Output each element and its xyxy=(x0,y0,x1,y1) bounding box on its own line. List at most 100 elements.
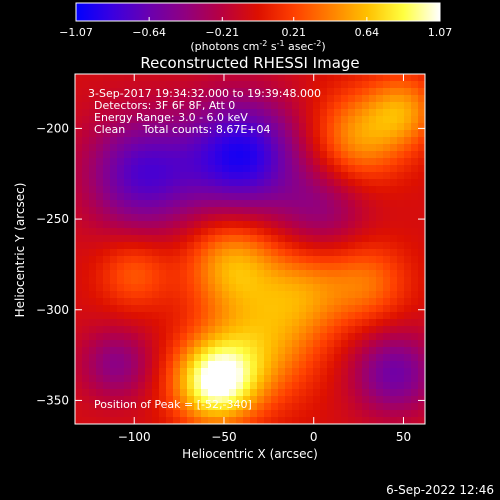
heatmap-cell xyxy=(327,298,335,306)
colorbar-gradient xyxy=(76,3,440,21)
heatmap-cell xyxy=(243,319,251,327)
heatmap-cell xyxy=(180,382,188,390)
heatmap-cell xyxy=(327,228,335,236)
heatmap-cell xyxy=(348,277,356,285)
heatmap-cell xyxy=(243,130,251,138)
heatmap-cell xyxy=(250,277,258,285)
heatmap-cell xyxy=(278,137,286,145)
heatmap-cell xyxy=(299,403,307,411)
heatmap-cell xyxy=(243,305,251,313)
heatmap-cell xyxy=(327,347,335,355)
heatmap-cell xyxy=(194,123,202,131)
heatmap-cell xyxy=(250,102,258,110)
heatmap-cell xyxy=(362,354,370,362)
heatmap-cell xyxy=(215,291,223,299)
heatmap-cell xyxy=(145,291,153,299)
heatmap-cell xyxy=(390,228,398,236)
heatmap-cell xyxy=(327,389,335,397)
heatmap-cell xyxy=(376,207,384,215)
heatmap-cell xyxy=(418,186,425,194)
heatmap-cell xyxy=(194,347,202,355)
heatmap-cell xyxy=(348,263,356,271)
heatmap-cell xyxy=(180,347,188,355)
heatmap-cell xyxy=(152,256,160,264)
heatmap-cell xyxy=(383,228,391,236)
heatmap-cell xyxy=(110,319,118,327)
heatmap-cell xyxy=(376,74,384,82)
heatmap-cell xyxy=(397,151,405,159)
heatmap-cell xyxy=(376,123,384,131)
heatmap-cell xyxy=(341,172,349,180)
heatmap-cell xyxy=(264,305,272,313)
heatmap-cell xyxy=(341,186,349,194)
heatmap-cell xyxy=(208,200,216,208)
heatmap-cell xyxy=(166,375,174,383)
heatmap-cell xyxy=(264,95,272,103)
heatmap-cell xyxy=(376,291,384,299)
heatmap-cell xyxy=(229,151,237,159)
heatmap-cell xyxy=(390,123,398,131)
heatmap-cell xyxy=(362,193,370,201)
heatmap-cell xyxy=(180,326,188,334)
heatmap-cell xyxy=(264,88,272,96)
heatmap-cell xyxy=(397,263,405,271)
heatmap-cell xyxy=(285,207,293,215)
heatmap-cell xyxy=(334,417,342,424)
heatmap-cell xyxy=(159,242,167,250)
heatmap-cell xyxy=(285,179,293,187)
heatmap-cell xyxy=(180,74,188,82)
heatmap-cell xyxy=(194,130,202,138)
heatmap-cell xyxy=(397,95,405,103)
heatmap-cell xyxy=(355,214,363,222)
heatmap-cell xyxy=(327,263,335,271)
heatmap-cell xyxy=(173,284,181,292)
heatmap-cell xyxy=(89,396,97,404)
heatmap-cell xyxy=(166,347,174,355)
heatmap-cell xyxy=(124,284,132,292)
heatmap-cell xyxy=(397,158,405,166)
heatmap-cell xyxy=(278,151,286,159)
heatmap-cell xyxy=(215,151,223,159)
heatmap-cell xyxy=(152,151,160,159)
heatmap-cell xyxy=(285,123,293,131)
heatmap-cell xyxy=(334,277,342,285)
heatmap-cell xyxy=(131,130,139,138)
heatmap-cell xyxy=(124,340,132,348)
heatmap-cell xyxy=(285,144,293,152)
heatmap-cell xyxy=(187,158,195,166)
heatmap-cell xyxy=(390,347,398,355)
heatmap-cell xyxy=(278,284,286,292)
heatmap-cell xyxy=(327,396,335,404)
heatmap-cell xyxy=(236,389,244,397)
heatmap-cell xyxy=(208,137,216,145)
heatmap-cell xyxy=(243,291,251,299)
heatmap-cell xyxy=(306,249,314,257)
heatmap-cell xyxy=(383,214,391,222)
heatmap-cell xyxy=(138,417,146,424)
heatmap-cell xyxy=(383,312,391,320)
heatmap-cell xyxy=(166,319,174,327)
heatmap-cell xyxy=(285,410,293,418)
heatmap-cell xyxy=(166,270,174,278)
heatmap-cell xyxy=(341,319,349,327)
heatmap-cell xyxy=(278,256,286,264)
heatmap-cell xyxy=(362,263,370,271)
heatmap-cell xyxy=(145,193,153,201)
heatmap-cell xyxy=(348,151,356,159)
heatmap-cell xyxy=(390,172,398,180)
heatmap-cell xyxy=(145,256,153,264)
heatmap-cell xyxy=(180,368,188,376)
heatmap-cell xyxy=(117,249,125,257)
heatmap-cell xyxy=(376,389,384,397)
annotation-detectors: Detectors: 3F 6F 8F, Att 0 xyxy=(94,99,235,112)
heatmap-cell xyxy=(124,354,132,362)
heatmap-cell xyxy=(201,284,209,292)
heatmap-cell xyxy=(355,235,363,243)
heatmap-cell xyxy=(369,200,377,208)
heatmap-cell xyxy=(131,354,139,362)
heatmap-cell xyxy=(131,200,139,208)
heatmap-cell xyxy=(334,263,342,271)
heatmap-cell xyxy=(264,228,272,236)
heatmap-cell xyxy=(208,277,216,285)
heatmap-cell xyxy=(131,228,139,236)
